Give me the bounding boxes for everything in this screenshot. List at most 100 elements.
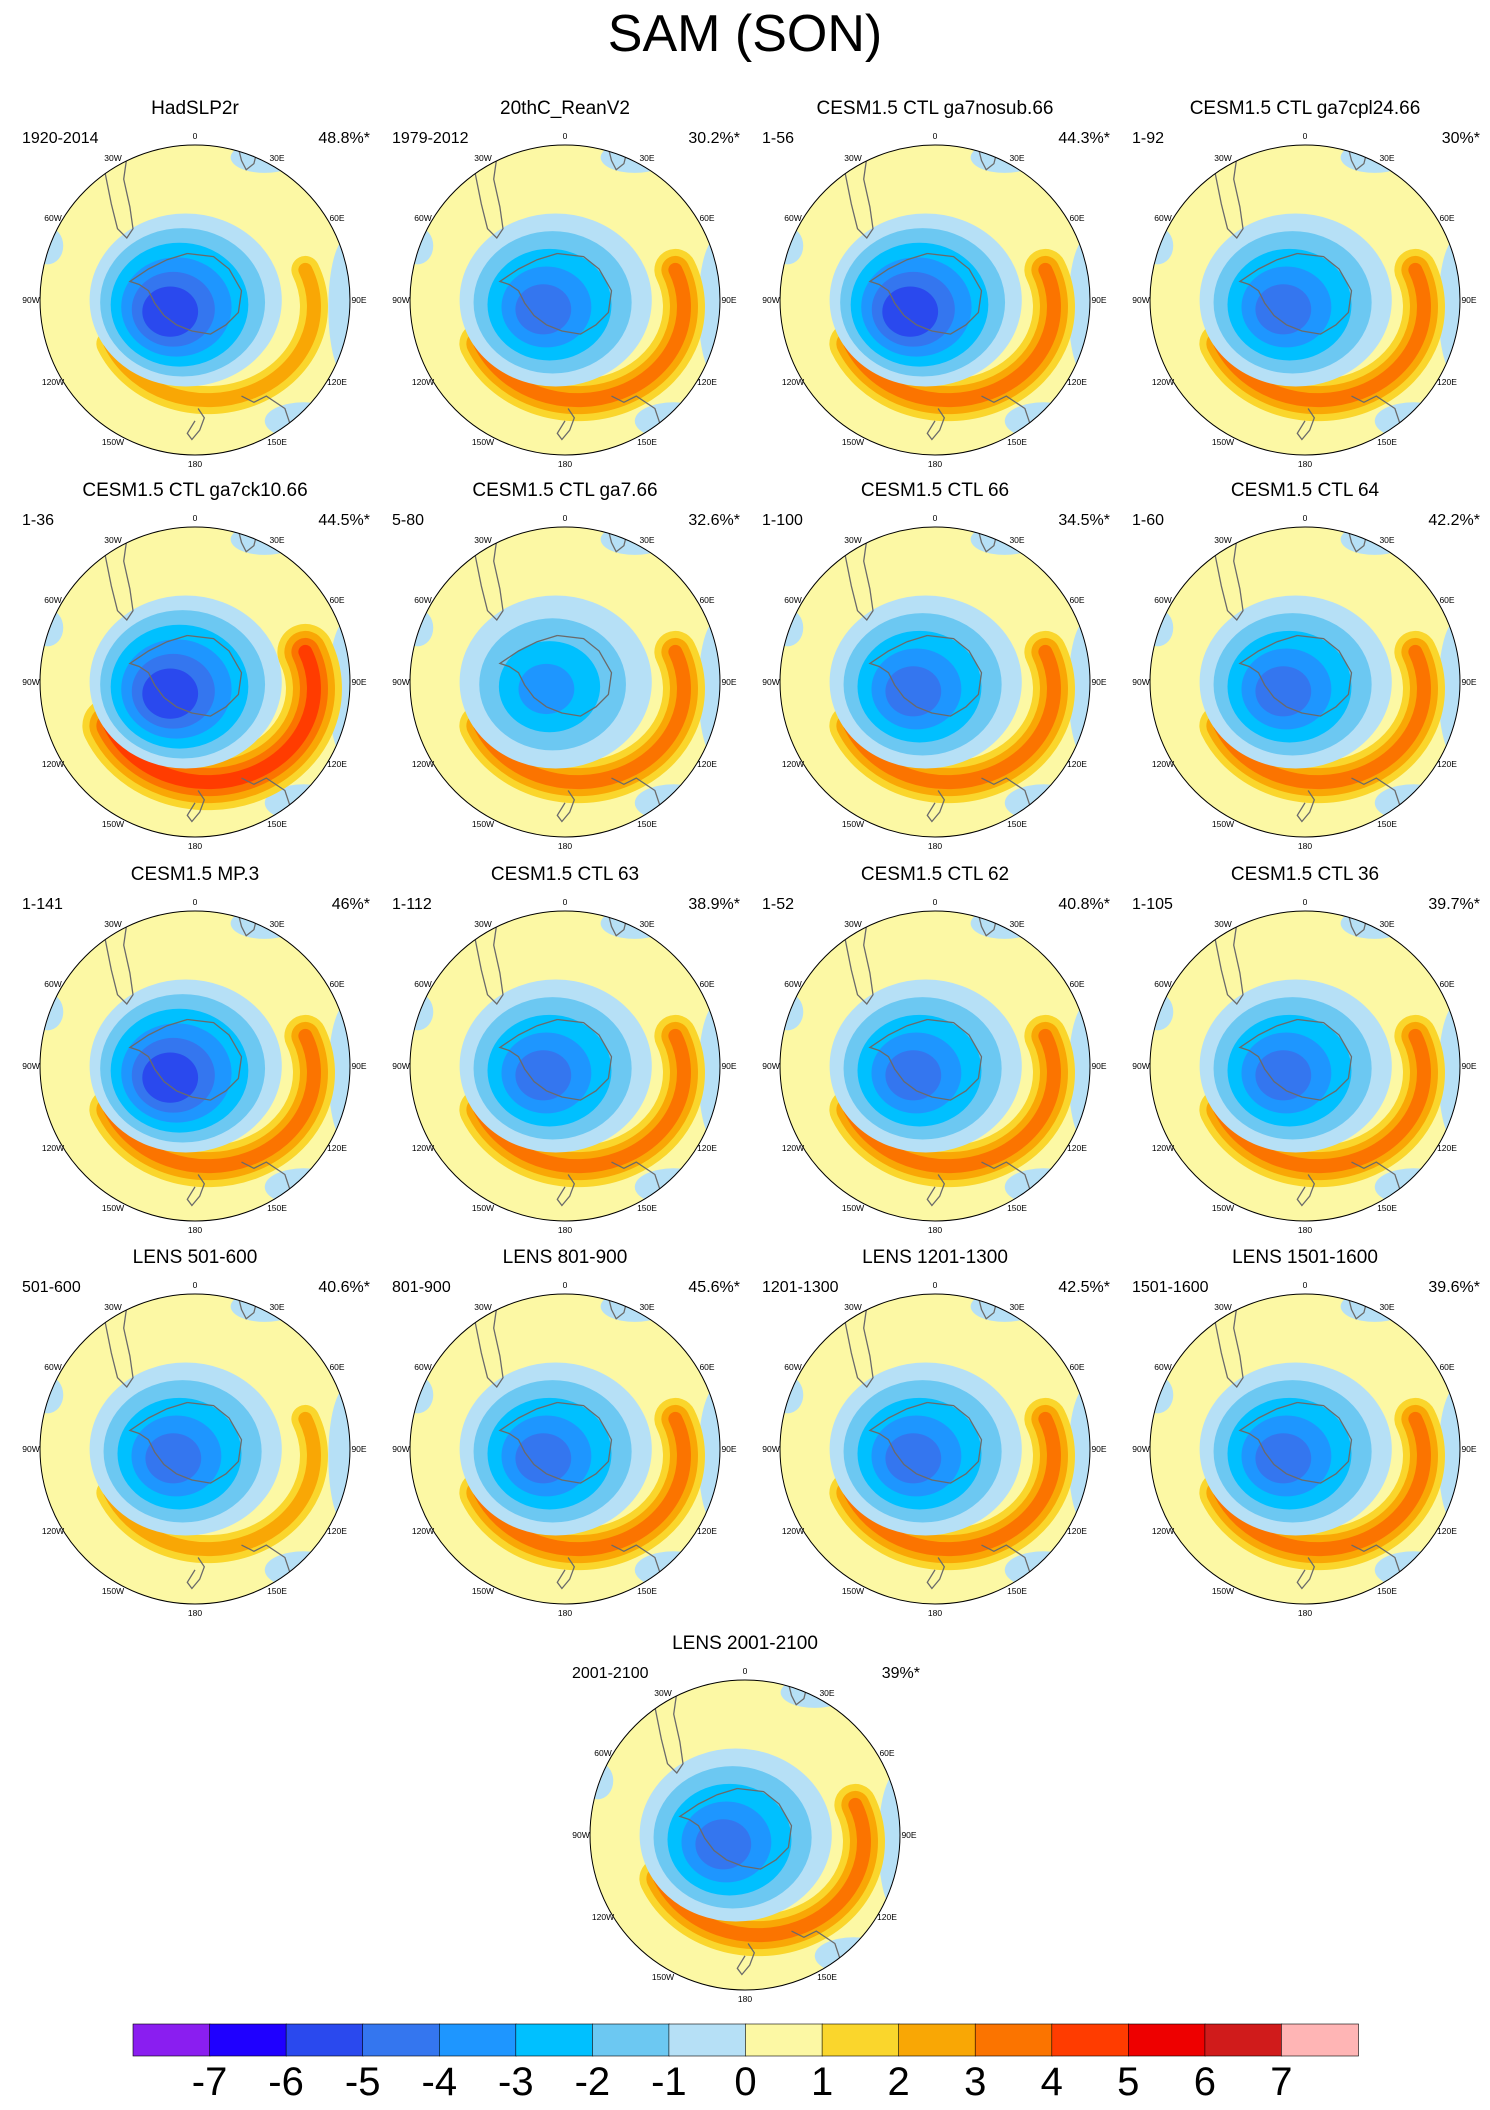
panel-variance: 44.3%* bbox=[1058, 130, 1110, 147]
contour-band-positive bbox=[843, 644, 1061, 790]
contour-patch bbox=[1004, 1168, 1083, 1206]
coastline-new-zealand bbox=[926, 1557, 946, 1590]
coastline-new-zealand bbox=[926, 790, 946, 823]
contour-patch bbox=[1150, 1376, 1174, 1414]
lon-label: 150E bbox=[267, 1203, 287, 1213]
map-frame bbox=[409, 910, 721, 1222]
lon-label: 60E bbox=[699, 1362, 714, 1372]
coastline-new-zealand bbox=[556, 790, 576, 823]
panel-variance: 39.6%* bbox=[1428, 1279, 1480, 1296]
panel-title: CESM1.5 CTL 63 bbox=[490, 864, 640, 885]
coastline-africa bbox=[1347, 913, 1368, 937]
colorbar-tick-label: -2 bbox=[574, 2060, 611, 2104]
lon-label: 60W bbox=[784, 979, 801, 989]
lon-label: 120E bbox=[697, 1526, 717, 1536]
panel-period: 5-80 bbox=[392, 512, 425, 529]
lon-label: 150W bbox=[102, 819, 124, 829]
lon-label: 90W bbox=[22, 677, 39, 687]
lon-label: 180 bbox=[928, 841, 942, 851]
contour-band-positive bbox=[1213, 1411, 1431, 1557]
coastline-south-america bbox=[468, 534, 504, 622]
contour-band-negative bbox=[1255, 666, 1312, 717]
coastline-south-america bbox=[1208, 152, 1244, 240]
lon-label: 60E bbox=[329, 979, 344, 989]
lon-label: 90W bbox=[1132, 1444, 1149, 1454]
lon-label: 180 bbox=[558, 459, 572, 469]
contour-patch bbox=[1438, 238, 1460, 378]
lon-label: 120W bbox=[412, 1143, 434, 1153]
coastline-new-zealand bbox=[1296, 1557, 1316, 1590]
lon-label: 180 bbox=[1298, 841, 1312, 851]
polar-map: 0 30E 60E 90E 120E 150E 180 150W 120W 90W 60W 30W bbox=[762, 513, 1107, 851]
lon-label: 120W bbox=[42, 1143, 64, 1153]
lon-label: 60W bbox=[44, 213, 61, 223]
lon-label: 30E bbox=[1009, 535, 1024, 545]
lon-label: 150W bbox=[472, 437, 494, 447]
panel-period: 501-600 bbox=[22, 1279, 81, 1296]
lon-label: 90E bbox=[721, 1444, 736, 1454]
coastline-antarctica bbox=[1238, 252, 1353, 335]
panel-variance: 39.7%* bbox=[1428, 896, 1480, 913]
colorbar-swatch bbox=[438, 2023, 517, 2057]
panel-period: 1-60 bbox=[1132, 512, 1165, 529]
coastline-antarctica bbox=[498, 252, 613, 335]
coastline-new-zealand bbox=[186, 790, 206, 823]
contour-patch bbox=[814, 1937, 893, 1975]
lon-label: 60W bbox=[1154, 595, 1171, 605]
coastline-south-america bbox=[838, 152, 874, 240]
lon-label: 180 bbox=[558, 841, 572, 851]
coastline-new-zealand bbox=[736, 1943, 756, 1976]
lon-label: 60E bbox=[329, 595, 344, 605]
contour-patch bbox=[780, 1376, 804, 1414]
coastline-antarctica bbox=[868, 634, 983, 717]
lon-label: 90E bbox=[351, 1444, 366, 1454]
panel-variance: 45.6%* bbox=[688, 1279, 740, 1296]
lon-label: 60W bbox=[1154, 1362, 1171, 1372]
contour-band-positive bbox=[843, 1028, 1061, 1174]
lon-label: 90E bbox=[721, 1061, 736, 1071]
panel-title: CESM1.5 CTL ga7ck10.66 bbox=[82, 480, 308, 501]
lon-label: 90E bbox=[351, 677, 366, 687]
lon-label: 180 bbox=[558, 1608, 572, 1618]
lon-label: 30E bbox=[269, 919, 284, 929]
lon-label: 30W bbox=[104, 1302, 121, 1312]
lon-label: 150W bbox=[842, 1586, 864, 1596]
coastline-antarctica bbox=[498, 1401, 613, 1484]
panel-period: 1-56 bbox=[762, 130, 795, 147]
panel-title: CESM1.5 CTL ga7nosub.66 bbox=[816, 98, 1054, 119]
lon-label: 30E bbox=[1379, 535, 1394, 545]
colorbar-swatch bbox=[592, 2023, 670, 2057]
coastline-africa bbox=[977, 913, 998, 937]
contour-band-positive bbox=[1213, 1028, 1431, 1174]
lon-label: 120W bbox=[1152, 1143, 1174, 1153]
contour-patch bbox=[634, 1168, 713, 1206]
lon-label: 90E bbox=[1461, 295, 1476, 305]
lon-label: 90E bbox=[1091, 1444, 1106, 1454]
lon-label: 60E bbox=[699, 979, 714, 989]
lon-label: 120E bbox=[1437, 1143, 1457, 1153]
panel-variance: 40.8%* bbox=[1058, 896, 1110, 913]
lon-label: 150E bbox=[1377, 437, 1397, 447]
lon-label: 90W bbox=[762, 295, 779, 305]
coastline-antarctica bbox=[1238, 1018, 1353, 1101]
panel-title: 20thC_ReanV2 bbox=[500, 98, 630, 119]
panel-variance: 34.5%* bbox=[1058, 512, 1110, 529]
lon-label: 150E bbox=[1007, 437, 1027, 447]
lon-label: 120E bbox=[697, 759, 717, 769]
panel-title: CESM1.5 CTL 64 bbox=[1230, 480, 1380, 501]
coastline-africa bbox=[237, 529, 258, 553]
lon-label: 30E bbox=[639, 535, 654, 545]
panel-period: 2001-2100 bbox=[572, 1665, 649, 1682]
map-panel: LENS 2001-2100 2001-2100 39%* 0 30E 60E 90E 120… bbox=[560, 1633, 930, 2004]
contour-patch bbox=[1068, 620, 1090, 760]
lon-label: 120E bbox=[1437, 1526, 1457, 1536]
panel-title: CESM1.5 MP.3 bbox=[130, 864, 260, 885]
lon-label: 120E bbox=[1067, 1526, 1087, 1536]
colorbar-swatch bbox=[209, 2023, 288, 2057]
panel-variance: 42.2%* bbox=[1428, 512, 1480, 529]
lon-label: 30W bbox=[104, 919, 121, 929]
lon-label: 0 bbox=[193, 1280, 198, 1290]
panel-period: 1-100 bbox=[762, 512, 803, 529]
coastline-africa bbox=[1347, 529, 1368, 553]
contour-patch bbox=[1068, 1004, 1090, 1144]
